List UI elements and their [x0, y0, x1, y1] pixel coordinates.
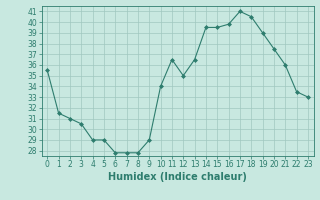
X-axis label: Humidex (Indice chaleur): Humidex (Indice chaleur): [108, 172, 247, 182]
